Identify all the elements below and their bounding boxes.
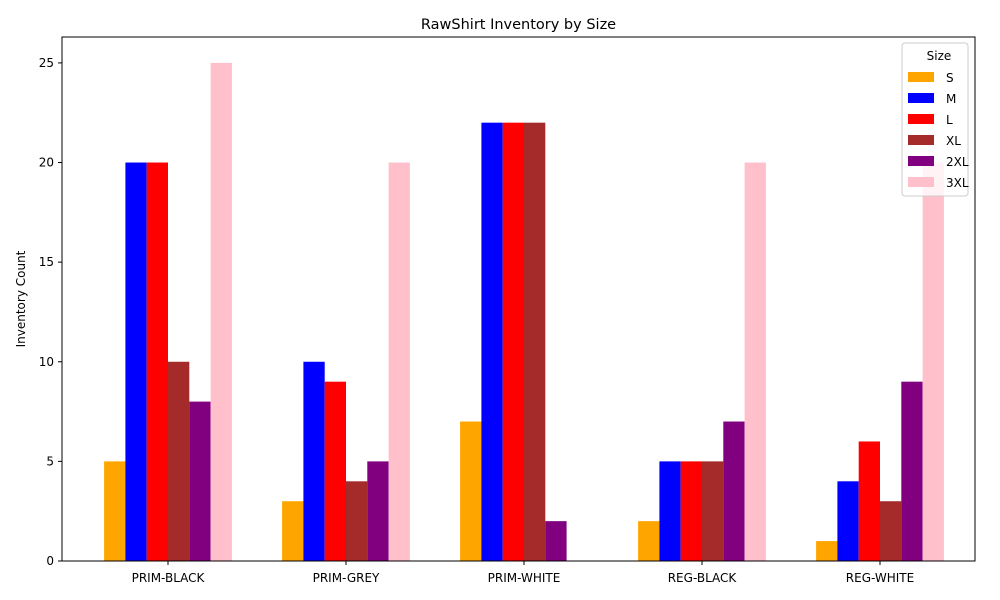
bar-l-prim-white [502,122,524,562]
y-axis: 0 5 10 15 20 25 [39,56,62,568]
bar-l-prim-black [146,162,168,561]
x-tick-label: REG-BLACK [668,571,738,585]
chart-title: RawShirt Inventory by Size [421,17,616,33]
bar-m-reg-black [659,461,681,561]
bar-l-reg-black [680,461,702,561]
legend-label-3xl: 3XL [946,176,969,190]
legend-swatch-m [908,93,934,103]
legend-entries: SML XL 2XL 3XL [908,71,969,190]
bar-l-prim-grey [324,381,346,561]
bar-2xl-reg-black [723,421,745,561]
x-tick-label: PRIM-BLACK [132,571,206,585]
bar-3xl-prim-grey [388,162,410,561]
bar-m-prim-white [481,122,503,562]
legend-swatch-xl [908,135,934,145]
x-tick-label: PRIM-GREY [313,571,380,585]
bar-xl-reg-white [880,501,902,561]
bar-m-prim-grey [303,361,325,561]
plot-frame [61,36,976,562]
bars-layer [104,62,944,562]
x-axis: PRIM-BLACK PRIM-GREY PRIM-WHITE REG-BLACK RE… [132,561,914,585]
legend-label-m: M [946,92,956,106]
bar-m-reg-white [837,481,859,561]
bar-m-prim-black [125,162,147,561]
bar-xl-prim-white [524,122,546,562]
bar-xl-reg-black [702,461,724,561]
bar-s-prim-grey [282,501,304,561]
y-tick-label: 25 [39,56,54,70]
bar-xl-prim-black [168,361,190,561]
legend-title: Size [927,49,952,63]
legend-swatch-s [908,72,934,82]
bar-l-reg-white [858,441,880,561]
y-tick-label: 5 [46,454,54,468]
y-tick-label: 20 [39,156,54,170]
legend-label-s: S [946,71,954,85]
legend-label-l: L [946,113,953,127]
x-tick-label: REG-WHITE [846,571,914,585]
legend: Size SML XL 2XL 3XL [901,42,969,197]
legend-swatch-2xl [908,156,934,166]
legend-swatch-l [908,114,934,124]
y-axis-title: Inventory Count [14,250,28,347]
bar-s-reg-black [638,521,660,561]
x-tick-label: PRIM-WHITE [488,571,561,585]
y-tick-label: 15 [39,255,54,269]
bar-s-prim-black [104,461,126,561]
bar-2xl-prim-black [189,401,211,561]
legend-label-xl: XL [946,134,961,148]
bar-3xl-reg-white [922,162,944,561]
bar-s-prim-white [460,421,482,561]
y-tick-label: 0 [46,554,54,568]
legend-label-2xl: 2XL [946,155,969,169]
bar-3xl-reg-black [744,162,766,561]
bar-2xl-prim-grey [367,461,389,561]
y-tick-label: 10 [39,355,54,369]
bar-s-reg-white [816,541,838,561]
bar-3xl-prim-black [210,62,232,562]
bar-2xl-prim-white [545,521,567,561]
bar-xl-prim-grey [346,481,368,561]
bar-2xl-reg-white [901,381,923,561]
legend-swatch-3xl [908,177,934,187]
